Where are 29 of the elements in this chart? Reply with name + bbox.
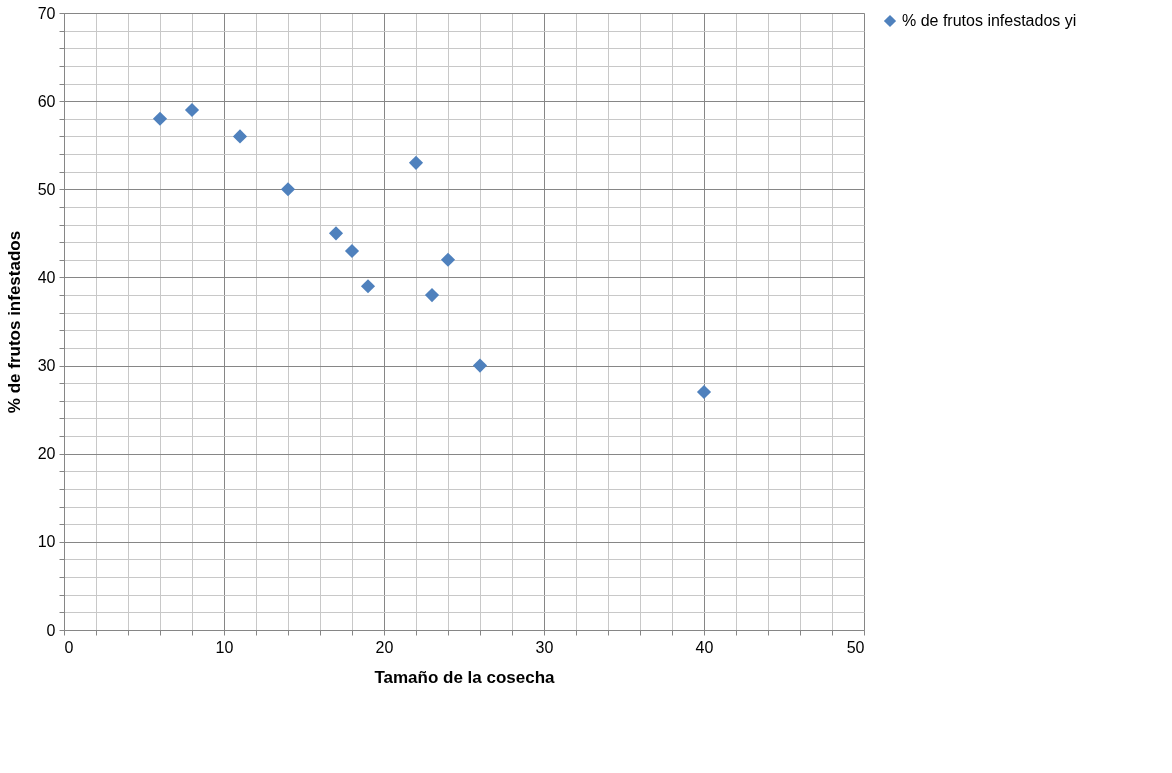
- legend-label: % de frutos infestados yi: [902, 12, 1077, 29]
- point: [696, 384, 712, 400]
- x-tick-label: 50: [846, 638, 865, 656]
- point: [472, 358, 488, 373]
- x-tick-label: 20: [375, 638, 394, 656]
- y-tick-label: 30: [37, 357, 56, 375]
- point: [152, 111, 168, 126]
- x-tick-label: 30: [535, 638, 554, 656]
- y-tick-label: 20: [37, 445, 56, 463]
- point: [280, 182, 296, 197]
- x-tick-label: 40: [695, 638, 714, 656]
- y-tick-label: 60: [37, 92, 56, 110]
- y-axis-title: % de frutos infestados: [4, 230, 24, 414]
- y-tick-label: 50: [37, 180, 56, 198]
- x-tick-label: 0: [64, 638, 74, 656]
- x-tick-label: 10: [215, 638, 234, 656]
- point: [424, 287, 440, 303]
- y-tick-label: 70: [37, 4, 56, 22]
- point: [184, 102, 200, 118]
- y-tick-label: 40: [37, 268, 56, 286]
- y-tick-label: 10: [37, 533, 56, 551]
- point: [328, 226, 344, 241]
- point: [344, 243, 360, 259]
- point: [360, 279, 376, 294]
- point: [408, 155, 424, 170]
- point: [440, 252, 456, 267]
- point: [232, 129, 248, 144]
- y-tick-label: 0: [46, 621, 56, 639]
- x-axis-title: Tamaño de la cosecha: [374, 667, 556, 687]
